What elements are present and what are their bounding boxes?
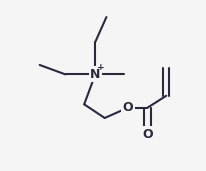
Text: O: O [123, 101, 133, 114]
Text: +: + [97, 63, 105, 72]
Text: N: N [90, 68, 101, 81]
Text: O: O [142, 128, 153, 141]
